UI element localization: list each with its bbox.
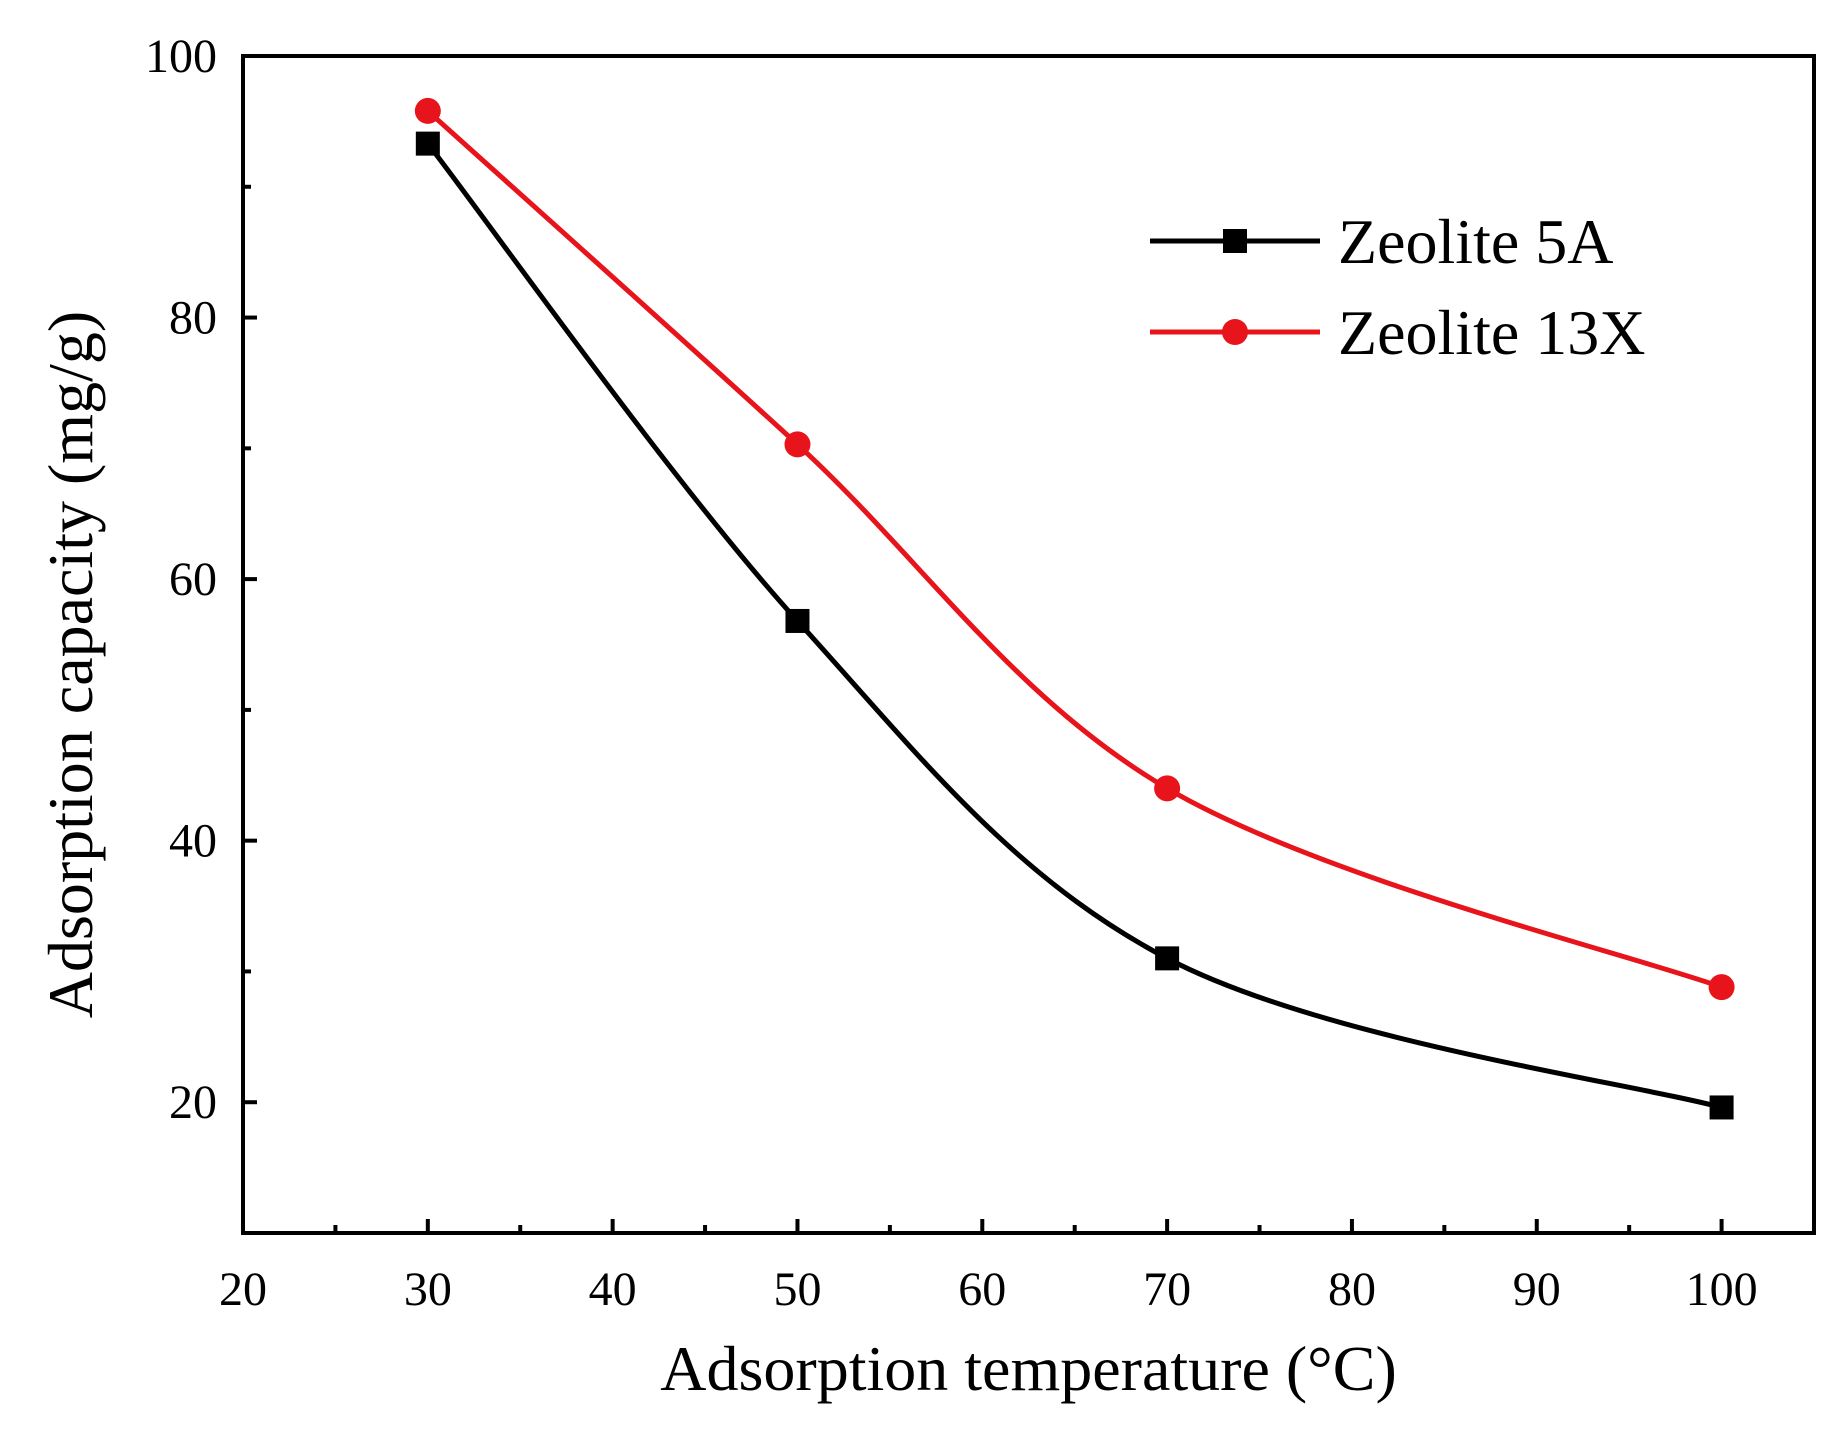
data-point-zeolite-5a [1709,1095,1734,1120]
y-tick-label: 40 [169,815,217,868]
x-tick-label: 90 [1513,1263,1561,1316]
y-tick-label: 80 [169,292,217,345]
legend-marker-zeolite-5a [1223,229,1247,253]
data-point-zeolite-13x [1708,974,1735,1001]
y-tick-label: 100 [145,30,217,83]
x-tick-label: 30 [404,1263,452,1316]
axes-layer: 20 30 40 50 60 70 80 90 100 20 40 60 80 100 [145,30,1816,1316]
x-tick-label: 80 [1328,1263,1376,1316]
series-line-zeolite-13x [426,109,1723,990]
x-tick-label: 60 [958,1263,1006,1316]
x-tick-label: 40 [589,1263,637,1316]
x-tick-label: 50 [773,1263,821,1316]
y-tick-label: 20 [169,1076,217,1129]
data-point-zeolite-5a [415,131,440,156]
data-point-zeolite-5a [1155,946,1180,971]
series-layer [414,97,1735,1120]
data-point-zeolite-13x [784,431,811,458]
plot-frame [241,54,1816,1235]
legend-label-zeolite-13x: Zeolite 13X [1338,297,1645,368]
x-tick-label: 70 [1143,1263,1191,1316]
legend: Zeolite 5A Zeolite 13X [1150,206,1645,368]
data-point-zeolite-13x [414,97,441,124]
series-line-zeolite-5a [425,142,1723,1110]
legend-marker-zeolite-13x [1222,319,1248,345]
x-tick-label: 100 [1686,1263,1758,1316]
legend-label-zeolite-5a: Zeolite 5A [1338,206,1613,277]
data-point-zeolite-13x [1154,775,1181,802]
x-axis-title: Adsorption temperature (°C) [660,1333,1397,1404]
y-tick-label: 60 [169,553,217,606]
x-tick-label: 20 [219,1263,267,1316]
data-point-zeolite-5a [785,608,810,633]
y-axis-title: Adsorption capacity (mg/g) [35,311,106,1018]
